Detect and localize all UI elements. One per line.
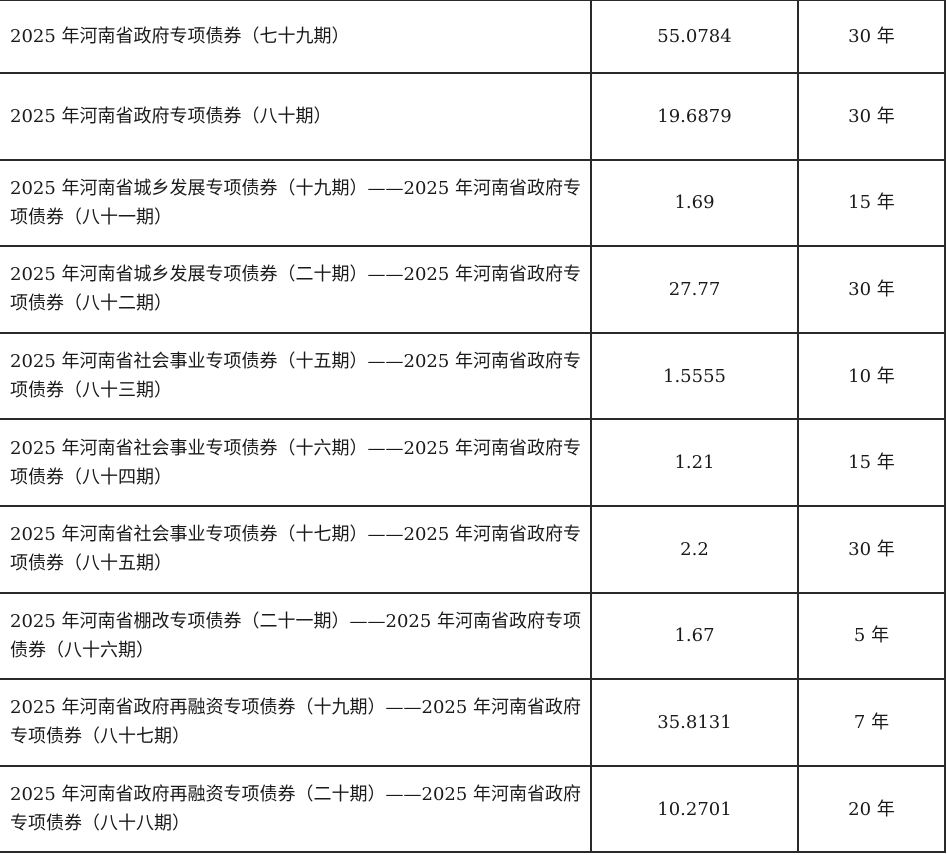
table-row: 2025 年河南省城乡发展专项债券（二十期）——2025 年河南省政府专项债券（…: [0, 245, 946, 334]
amount-cell: 1.5555: [590, 331, 799, 421]
table-row: 2025 年河南省城乡发展专项债券（十九期）——2025 年河南省政府专项债券（…: [0, 158, 946, 248]
bond-name-cell: 2025 年河南省政府专项债券（七十九期）: [0, 0, 592, 74]
bond-name-cell: 2025 年河南省城乡发展专项债券（十九期）——2025 年河南省政府专项债券（…: [0, 158, 592, 248]
table-row: 2025 年河南省政府专项债券（八十期） 19.6879 30 年: [0, 72, 946, 161]
bond-name-cell: 2025 年河南省政府再融资专项债券（二十期）——2025 年河南省政府专项债券…: [0, 764, 592, 854]
amount-cell: 1.69: [590, 158, 799, 248]
amount-cell: 2.2: [590, 504, 799, 594]
term-cell: 10 年: [797, 331, 946, 421]
bond-name-cell: 2025 年河南省政府专项债券（八十期）: [0, 72, 592, 161]
table-row: 2025 年河南省政府专项债券（七十九期） 55.0784 30 年: [0, 0, 946, 74]
term-cell: 20 年: [797, 764, 946, 854]
table-row: 2025 年河南省社会事业专项债券（十六期）——2025 年河南省政府专项债券（…: [0, 418, 946, 507]
bond-name-cell: 2025 年河南省政府再融资专项债券（十九期）——2025 年河南省政府专项债券…: [0, 678, 592, 767]
amount-cell: 10.2701: [590, 764, 799, 854]
amount-cell: 1.21: [590, 418, 799, 507]
amount-cell: 19.6879: [590, 72, 799, 161]
term-cell: 5 年: [797, 591, 946, 681]
table-row: 2025 年河南省社会事业专项债券（十五期）——2025 年河南省政府专项债券（…: [0, 331, 946, 421]
table-row: 2025 年河南省社会事业专项债券（十七期）——2025 年河南省政府专项债券（…: [0, 504, 946, 594]
bond-name-cell: 2025 年河南省棚改专项债券（二十一期）——2025 年河南省政府专项债券（八…: [0, 591, 592, 681]
term-cell: 30 年: [797, 0, 946, 74]
term-cell: 30 年: [797, 245, 946, 334]
amount-cell: 55.0784: [590, 0, 799, 74]
table-row: 2025 年河南省棚改专项债券（二十一期）——2025 年河南省政府专项债券（八…: [0, 591, 946, 681]
bond-name-cell: 2025 年河南省社会事业专项债券（十七期）——2025 年河南省政府专项债券（…: [0, 504, 592, 594]
term-cell: 30 年: [797, 504, 946, 594]
bond-name-cell: 2025 年河南省社会事业专项债券（十五期）——2025 年河南省政府专项债券（…: [0, 331, 592, 421]
term-cell: 15 年: [797, 158, 946, 248]
amount-cell: 1.67: [590, 591, 799, 681]
term-cell: 15 年: [797, 418, 946, 507]
bond-name-cell: 2025 年河南省城乡发展专项债券（二十期）——2025 年河南省政府专项债券（…: [0, 245, 592, 334]
bond-name-cell: 2025 年河南省社会事业专项债券（十六期）——2025 年河南省政府专项债券（…: [0, 418, 592, 507]
table-row: 2025 年河南省政府再融资专项债券（十九期）——2025 年河南省政府专项债券…: [0, 678, 946, 767]
amount-cell: 35.8131: [590, 678, 799, 767]
term-cell: 30 年: [797, 72, 946, 161]
amount-cell: 27.77: [590, 245, 799, 334]
table-row: 2025 年河南省政府再融资专项债券（二十期）——2025 年河南省政府专项债券…: [0, 764, 946, 854]
term-cell: 7 年: [797, 678, 946, 767]
